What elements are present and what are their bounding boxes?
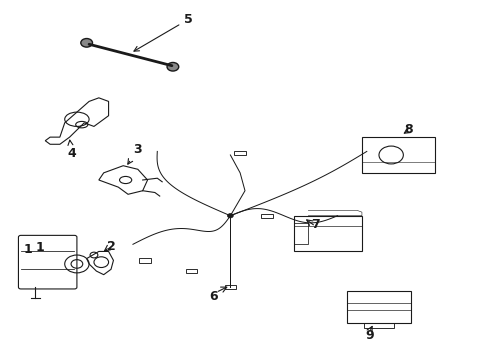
Text: 2: 2 xyxy=(107,240,115,253)
Text: 7: 7 xyxy=(311,218,320,231)
Bar xyxy=(234,151,246,156)
Circle shape xyxy=(227,213,233,218)
Bar xyxy=(186,269,197,273)
Text: 1: 1 xyxy=(24,243,32,256)
Text: 5: 5 xyxy=(134,13,193,51)
Text: 9: 9 xyxy=(365,329,373,342)
Text: 3: 3 xyxy=(128,143,142,164)
Text: 4: 4 xyxy=(67,140,76,160)
Bar xyxy=(365,323,393,328)
Text: 8: 8 xyxy=(404,123,413,136)
Bar xyxy=(224,285,236,289)
Text: 1: 1 xyxy=(35,242,44,262)
Bar xyxy=(139,258,151,262)
Text: 6: 6 xyxy=(209,289,218,303)
Bar xyxy=(294,223,308,244)
Circle shape xyxy=(167,63,179,71)
Bar xyxy=(261,213,273,218)
Circle shape xyxy=(81,39,93,47)
